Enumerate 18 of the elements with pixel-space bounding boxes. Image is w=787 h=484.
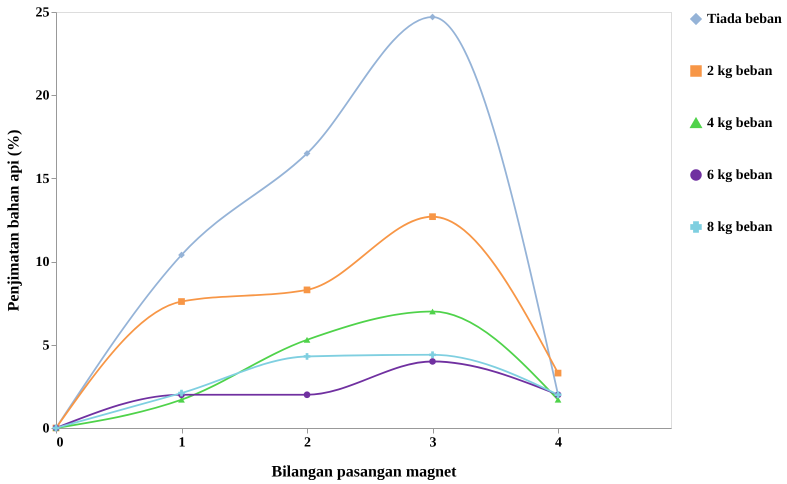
y-tick-label: 5 [42,338,50,354]
x-axis-title: Bilangan pasangan magnet [272,464,458,480]
x-tick-label: 3 [430,436,437,450]
legend-label: 4 kg beban [707,116,773,131]
x-tick-label: 4 [555,436,562,450]
legend-label: 8 kg beban [707,220,773,235]
legend-label: Tiada beban [707,12,782,27]
y-axis-title: Penjimatan bahan api (%) [6,130,22,312]
x-tick-label: 1 [178,436,186,450]
legend-label: 2 kg beban [707,64,773,79]
y-tick-label: 20 [36,88,50,104]
y-tick-label: 0 [42,422,50,436]
x-tick-label: 2 [304,436,312,450]
y-tick-label: 15 [36,172,50,187]
x-tick-label: 0 [56,436,64,450]
y-tick-label: 25 [36,6,50,20]
y-tick-label: 10 [36,255,50,270]
legend-label: 6 kg beban [707,168,773,183]
